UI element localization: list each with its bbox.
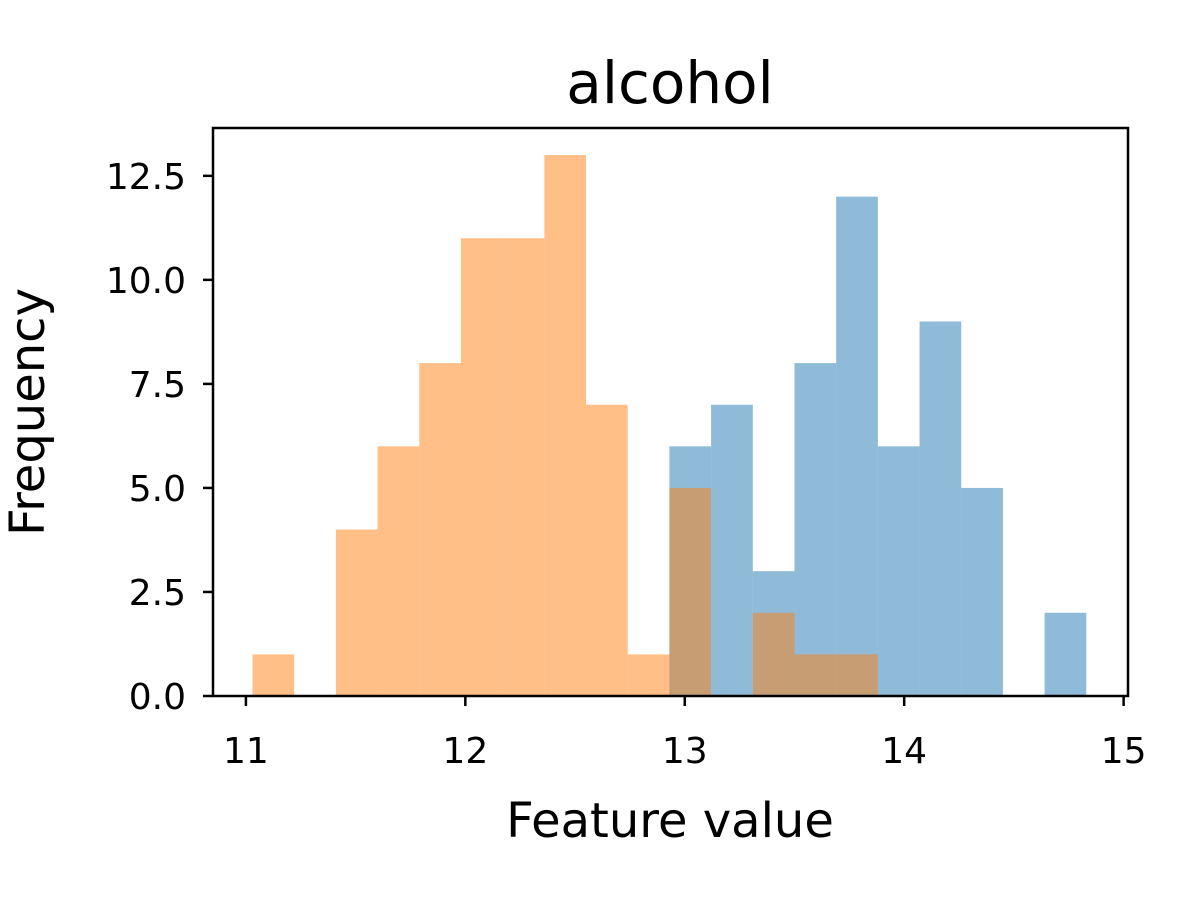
histogram-bar [877, 446, 920, 696]
y-tick-label: 7.5 [129, 365, 186, 406]
plot-frame [211, 126, 1130, 698]
histogram-bar [961, 487, 1003, 696]
axis-ticks: 11 12 13 14 15 0.0 2.5 5.0 7.5 10.0 12.5 [106, 157, 1147, 772]
histogram-bars [252, 155, 1087, 697]
x-axis-label: Feature value [506, 793, 834, 849]
y-tick-label: 2.5 [129, 573, 186, 614]
histogram-bar [586, 404, 628, 696]
histogram-bar [794, 654, 837, 696]
series-1 [252, 155, 878, 697]
histogram-bar [335, 529, 378, 696]
histogram-bar [836, 196, 878, 696]
histogram-bar [669, 487, 712, 696]
y-tick-label: 10.0 [106, 261, 186, 302]
histogram-bar [711, 404, 753, 696]
x-tick-label: 12 [442, 731, 488, 772]
y-tick-label: 12.5 [106, 157, 186, 198]
histogram-bar [794, 363, 837, 696]
x-tick-label: 14 [881, 731, 927, 772]
x-tick-label: 13 [662, 731, 708, 772]
histogram-bar [627, 654, 670, 696]
histogram-bar [544, 155, 587, 697]
histogram-bar [377, 446, 420, 696]
y-tick-label: 0.0 [129, 677, 186, 718]
histogram-bar [419, 363, 461, 696]
histogram-bar [1044, 612, 1087, 696]
histogram-bar [919, 321, 962, 696]
histogram-bar [252, 654, 295, 696]
y-axis-label: Frequency [0, 288, 56, 536]
chart-title: alcohol [566, 49, 773, 117]
histogram-bar [752, 612, 795, 696]
histogram-bar [460, 238, 503, 696]
x-tick-label: 15 [1101, 731, 1147, 772]
y-tick-label: 5.0 [129, 469, 186, 510]
histogram-bar [502, 238, 545, 696]
histogram-bar [836, 654, 878, 696]
x-tick-label: 11 [223, 731, 269, 772]
